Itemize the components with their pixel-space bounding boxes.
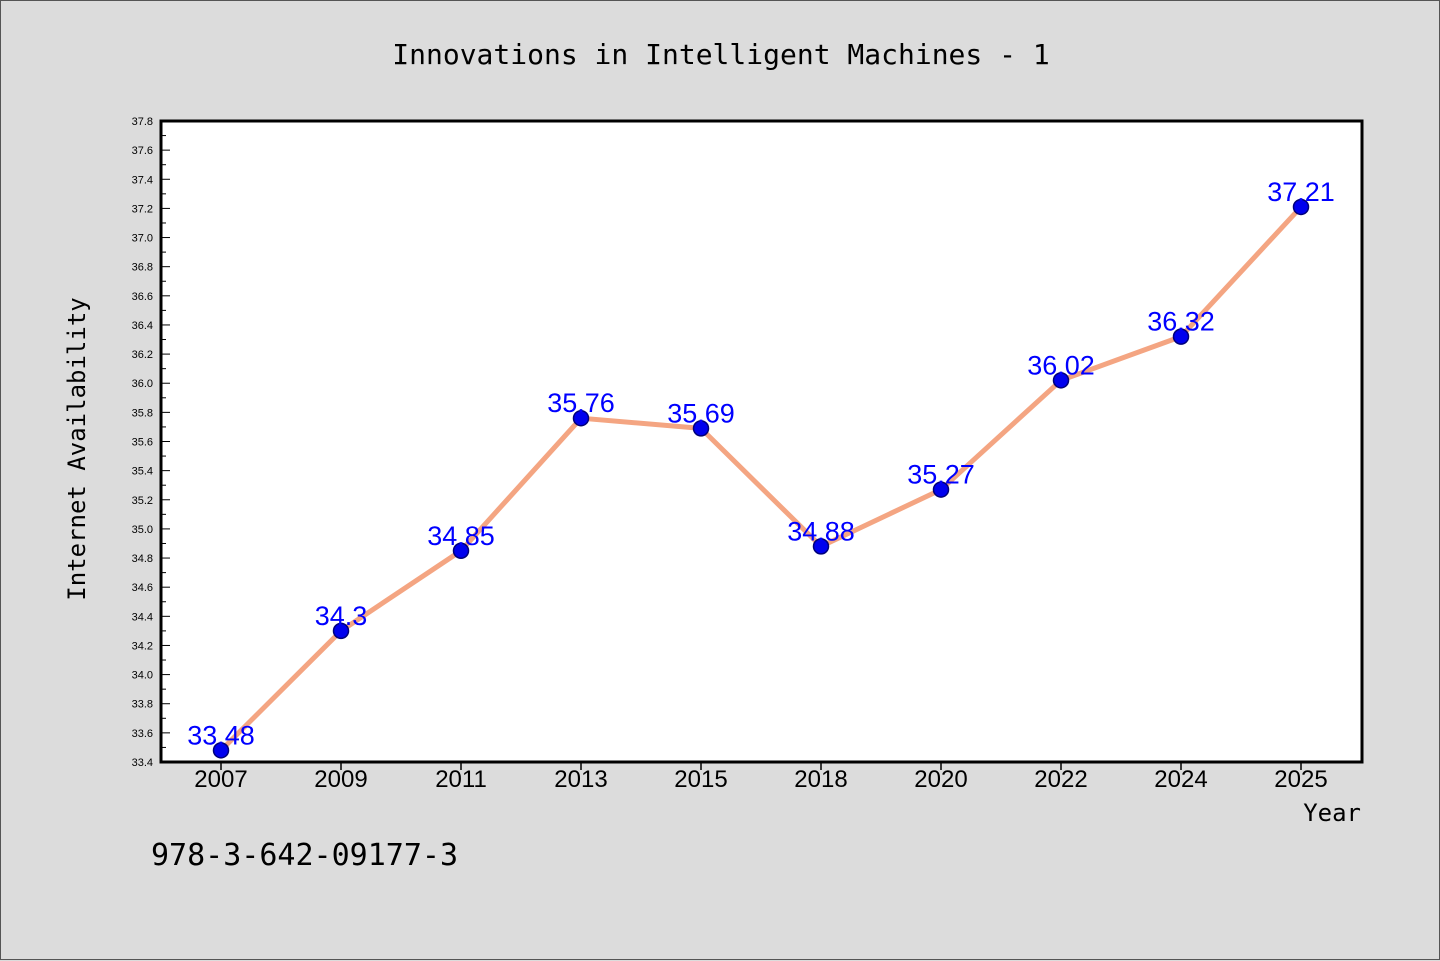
y-tick-label: 37.4 xyxy=(132,174,153,186)
data-point-marker xyxy=(572,409,590,427)
y-tick-label: 34.8 xyxy=(132,553,153,565)
y-tick-label: 34.6 xyxy=(132,582,153,594)
y-tick-label: 37.0 xyxy=(132,233,153,245)
data-point-marker xyxy=(452,542,470,560)
y-tick-label: 36.8 xyxy=(132,262,153,274)
data-label-group: 33.48 34.3 34.85 35.76 35.69 34.88 35.27 36.02 3… xyxy=(187,177,1335,750)
y-tick-label: 35.0 xyxy=(132,524,153,536)
chart-title: Innovations in Intelligent Machines - 1 xyxy=(392,38,1049,71)
data-point-marker xyxy=(1172,328,1190,345)
data-label: 36.32 xyxy=(1147,307,1215,337)
y-tick-label: 33.8 xyxy=(132,699,153,711)
x-tick-label: 2009 xyxy=(314,766,367,793)
data-label: 35.69 xyxy=(667,398,735,428)
x-tick-label: 2007 xyxy=(194,766,247,793)
data-point-marker xyxy=(812,538,830,555)
data-point-marker xyxy=(332,622,350,640)
x-tick-label: 2022 xyxy=(1034,766,1087,793)
data-label: 33.48 xyxy=(187,720,255,750)
data-point-marker xyxy=(692,420,710,437)
y-tick-label: 34.0 xyxy=(132,670,153,682)
data-point-marker xyxy=(1052,372,1070,389)
x-tick-label: 2020 xyxy=(914,766,967,793)
data-point-marker xyxy=(932,481,950,498)
y-tick-label: 35.2 xyxy=(132,495,153,507)
y-tick-label: 37.8 xyxy=(132,116,153,128)
data-label: 35.76 xyxy=(547,388,615,418)
y-tick-label: 33.6 xyxy=(132,728,153,740)
data-label: 34.88 xyxy=(787,516,855,546)
y-tick-label: 36.4 xyxy=(132,320,153,332)
y-axis: 33.4 33.6 33.8 34.0 34.2 34.4 34.6 34.8 35.0 35.2… xyxy=(132,116,170,769)
data-point-marker xyxy=(1292,198,1310,216)
x-tick-label: 2011 xyxy=(435,766,487,793)
data-label: 34.85 xyxy=(427,521,495,551)
y-tick-label: 33.4 xyxy=(132,757,153,769)
data-label: 36.02 xyxy=(1027,350,1095,380)
x-axis: 2007 2009 2011 2013 2015 2018 2020 2022 2024 2025 xyxy=(194,762,1328,793)
series-line-group xyxy=(212,198,1310,759)
y-tick-label: 34.4 xyxy=(132,611,153,623)
x-tick-label: 2025 xyxy=(1274,766,1327,793)
data-point-marker xyxy=(212,742,230,759)
x-tick-label: 2024 xyxy=(1154,766,1207,793)
y-tick-label: 36.0 xyxy=(132,378,153,390)
x-tick-label: 2015 xyxy=(674,766,727,793)
y-tick-label: 37.2 xyxy=(132,203,153,215)
footer-isbn: 978-3-642-09177-3 xyxy=(151,838,458,873)
y-tick-label: 37.6 xyxy=(132,145,153,157)
y-tick-label: 35.6 xyxy=(132,437,153,449)
y-tick-label: 36.2 xyxy=(132,349,153,361)
y-tick-label: 35.8 xyxy=(132,407,153,419)
y-tick-label: 35.4 xyxy=(132,466,153,478)
x-axis-label: Year xyxy=(1303,799,1361,827)
x-tick-label: 2018 xyxy=(794,766,847,793)
x-tick-label: 2013 xyxy=(554,766,607,793)
series-line xyxy=(218,204,1304,753)
plot-area xyxy=(159,119,1364,764)
y-axis-label: Internet Availability xyxy=(63,297,91,600)
y-tick-label: 34.2 xyxy=(132,640,153,652)
data-label: 37.21 xyxy=(1267,177,1335,207)
data-label: 35.27 xyxy=(907,460,975,490)
data-label: 34.3 xyxy=(315,601,368,631)
y-tick-label: 36.6 xyxy=(132,291,153,303)
